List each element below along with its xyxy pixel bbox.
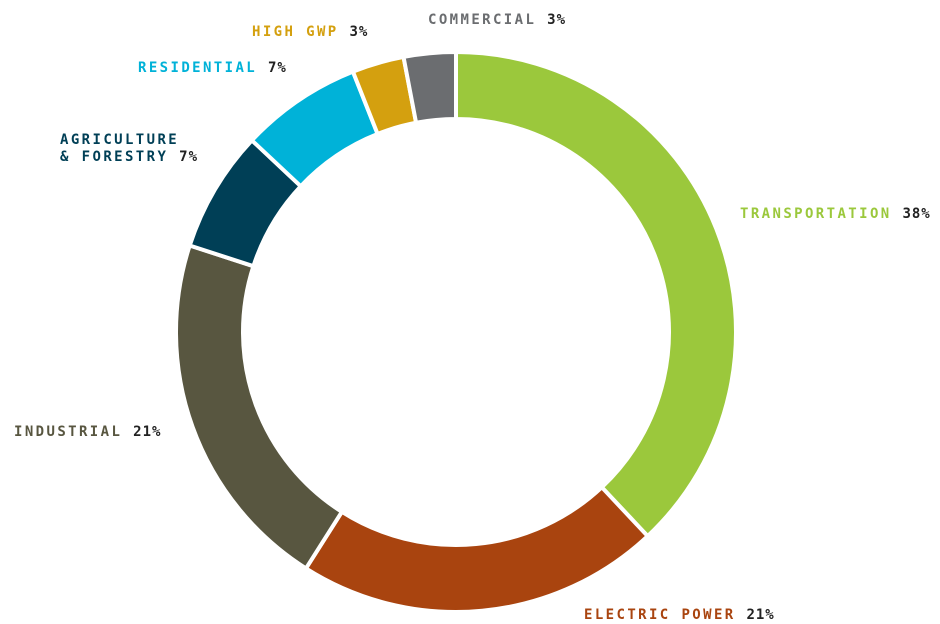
- donut-segment: [174, 242, 345, 572]
- segment-label: TRANSPORTATION 38%: [740, 206, 931, 223]
- segment-label: RESIDENTIAL 7%: [138, 60, 287, 77]
- value-label: 7%: [267, 60, 287, 76]
- value-label: 3%: [547, 12, 566, 28]
- category-label: AGRICULTURE & FORESTRY: [60, 132, 180, 165]
- segment-label: INDUSTRIAL 21%: [14, 424, 161, 441]
- segment-label: AGRICULTURE & FORESTRY 7%: [60, 132, 198, 166]
- donut-segment: [401, 49, 458, 126]
- donut-segment: [454, 49, 738, 539]
- segment-label: ELECTRIC POWER 21%: [584, 607, 775, 624]
- value-label: 7%: [179, 149, 198, 165]
- segment-label: COMMERCIAL 3%: [428, 12, 566, 29]
- donut-segment: [303, 484, 651, 614]
- segment-label: HIGH GWP 3%: [252, 24, 368, 41]
- category-label: INDUSTRIAL: [14, 424, 123, 440]
- category-label: COMMERCIAL: [428, 12, 537, 28]
- value-label: 21%: [133, 424, 162, 440]
- value-label: 3%: [349, 24, 369, 40]
- value-label: 38%: [902, 206, 931, 222]
- category-label: ELECTRIC POWER: [584, 607, 736, 623]
- value-label: 21%: [746, 607, 775, 623]
- category-label: RESIDENTIAL: [138, 60, 258, 76]
- category-label: TRANSPORTATION: [740, 206, 892, 222]
- category-label: HIGH GWP: [252, 24, 339, 40]
